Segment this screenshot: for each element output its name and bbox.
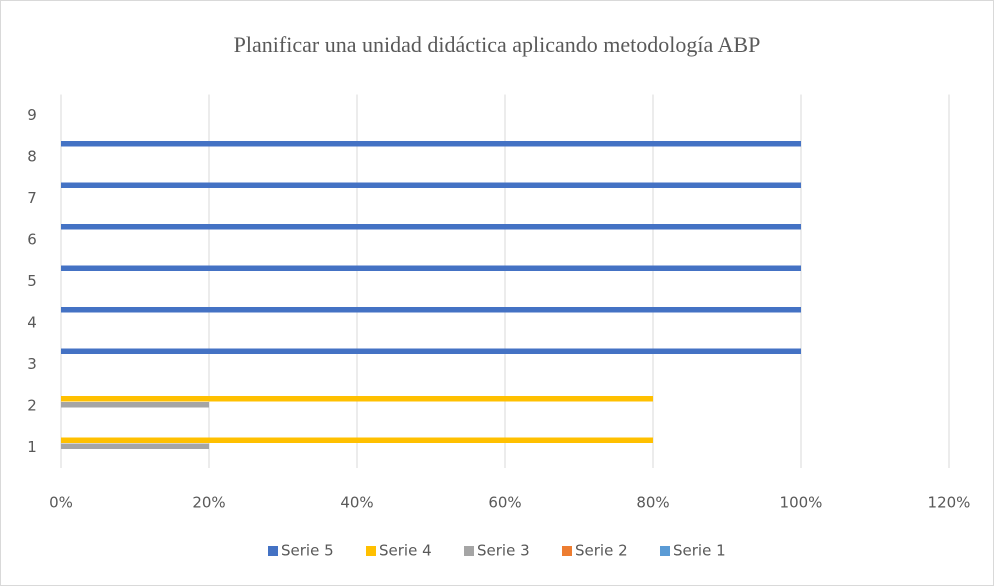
- x-tick-label: 80%: [636, 494, 669, 512]
- x-tick-label: 100%: [780, 494, 823, 512]
- y-tick-label: 3: [27, 355, 37, 373]
- bar: [61, 307, 801, 313]
- y-tick-label: 2: [27, 396, 37, 414]
- legend-label: Serie 4: [379, 542, 432, 560]
- bar: [61, 443, 209, 449]
- legend-swatch: [366, 546, 376, 556]
- bar: [61, 348, 801, 354]
- legend-swatch: [464, 546, 474, 556]
- bar: [61, 141, 801, 147]
- bar: [61, 402, 209, 408]
- x-tick-label: 40%: [340, 494, 373, 512]
- chart-title: Planificar una unidad didáctica aplicand…: [234, 32, 761, 57]
- bar: [61, 224, 801, 230]
- y-tick-label: 4: [27, 313, 37, 331]
- legend-swatch: [660, 546, 670, 556]
- legend-label: Serie 5: [281, 542, 334, 560]
- x-tick-label: 60%: [488, 494, 521, 512]
- legend-label: Serie 2: [575, 542, 628, 560]
- y-tick-label: 5: [27, 272, 37, 290]
- legend-label: Serie 3: [477, 542, 530, 560]
- bar: [61, 437, 653, 443]
- bar: [61, 396, 653, 402]
- bar: [61, 182, 801, 188]
- y-tick-label: 1: [27, 438, 37, 456]
- legend-swatch: [268, 546, 278, 556]
- legend-label: Serie 1: [673, 542, 726, 560]
- y-tick-label: 8: [27, 147, 37, 165]
- y-tick-label: 9: [27, 106, 37, 124]
- legend-swatch: [562, 546, 572, 556]
- bar: [61, 265, 801, 271]
- x-tick-label: 20%: [192, 494, 225, 512]
- y-tick-label: 7: [27, 189, 37, 207]
- x-tick-label: 120%: [928, 494, 971, 512]
- y-tick-label: 6: [27, 230, 37, 248]
- x-tick-label: 0%: [49, 494, 73, 512]
